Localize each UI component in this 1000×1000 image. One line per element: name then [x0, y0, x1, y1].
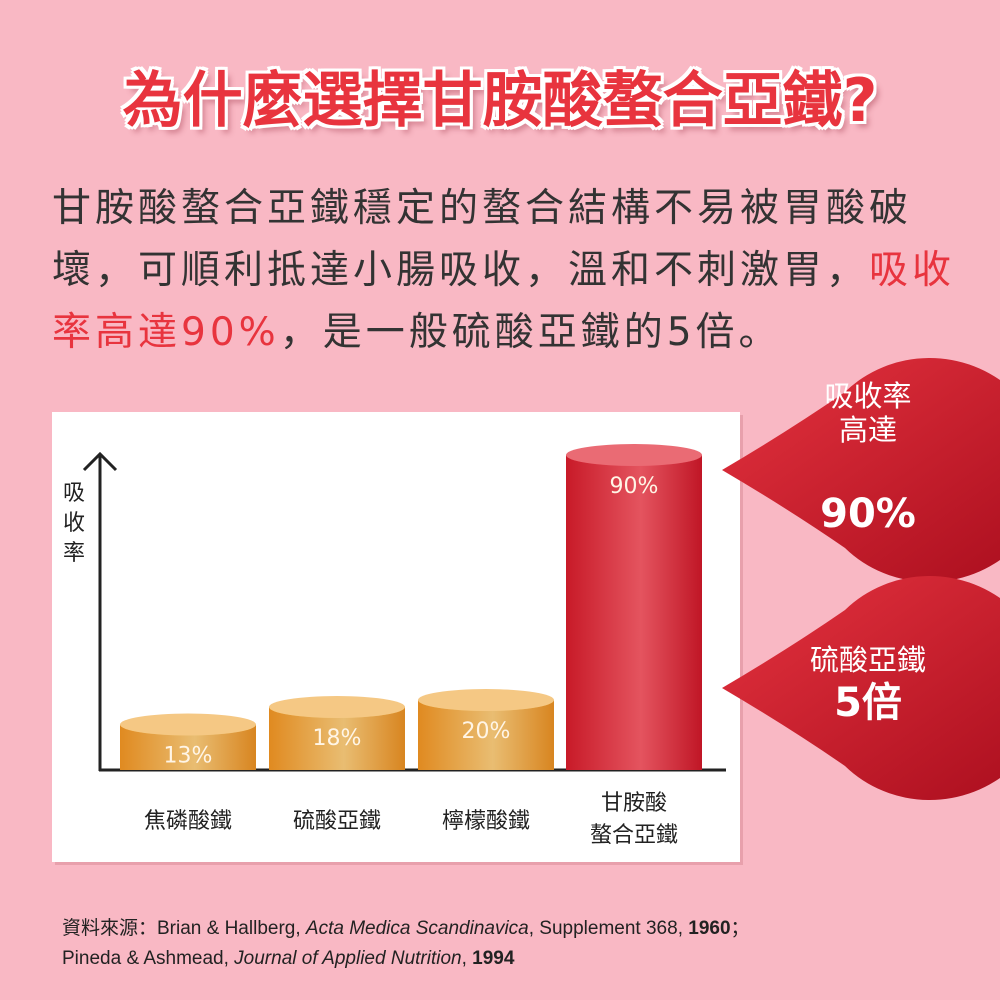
- bar-body: [566, 455, 702, 770]
- axis-arrow: [82, 451, 118, 472]
- x-tick-label: 甘胺酸 螯合亞鐵: [589, 791, 678, 848]
- callout-shape: [722, 358, 1000, 582]
- source-segment: 資料來源：Brian & Hallberg,: [62, 918, 306, 939]
- body-segment: ，是一般硫酸亞鐵的5倍。: [279, 310, 782, 355]
- body-segment: 甘胺酸螯合亞鐵穩定的螯合結構不易被胃酸破壞，可順利抵達小腸吸收，溫和不刺激胃，: [52, 186, 913, 293]
- callout-value: 90%: [820, 491, 916, 537]
- source-line: 資料來源：Brian & Hallberg, Acta Medica Scand…: [62, 914, 750, 944]
- bar-top-face: [269, 696, 405, 718]
- x-tick-label: 檸檬酸鐵: [441, 809, 530, 834]
- bar-top-face: [120, 713, 256, 736]
- source: 資料來源：Brian & Hallberg, Acta Medica Scand…: [62, 914, 750, 974]
- source-line: Pineda & Ashmead, Journal of Applied Nut…: [62, 944, 750, 974]
- value-label: 90%: [610, 474, 659, 499]
- bar: [120, 713, 256, 770]
- source-segment: ,: [461, 948, 473, 969]
- source-segment: ；: [730, 918, 750, 939]
- source-segment: Pineda & Ashmead,: [62, 948, 235, 969]
- callout-line: 吸收率: [824, 379, 911, 413]
- callout-shape: [722, 576, 1000, 800]
- y-label-char: 吸: [63, 481, 85, 506]
- value-label: 18%: [313, 726, 362, 751]
- callout-line: 硫酸亞鐵: [810, 643, 926, 677]
- bar: [566, 444, 702, 770]
- headline: 為什麼選擇甘胺酸螯合亞鐵?: [122, 66, 878, 136]
- bar-top-face: [566, 444, 702, 466]
- source-segment: 1960: [688, 918, 731, 939]
- source-segment: , Supplement 368,: [528, 918, 689, 939]
- source-segment: 1994: [472, 948, 515, 969]
- value-label: 20%: [462, 719, 511, 744]
- x-tick-label: 硫酸亞鐵: [292, 809, 381, 834]
- y-label-char: 率: [63, 541, 85, 566]
- callout-value: 5倍: [834, 680, 902, 726]
- x-tick-label: 焦磷酸鐵: [143, 809, 232, 834]
- bar: [269, 696, 405, 770]
- bar-body: [418, 700, 554, 770]
- y-label-char: 收: [63, 511, 85, 536]
- source-segment: Journal of Applied Nutrition: [234, 948, 462, 969]
- bar: [418, 689, 554, 770]
- source-segment: Acta Medica Scandinavica: [305, 918, 529, 939]
- bar-top-face: [418, 689, 554, 711]
- body-text: 甘胺酸螯合亞鐵穩定的螯合結構不易被胃酸破壞，可順利抵達小腸吸收，溫和不刺激胃，吸…: [52, 178, 962, 364]
- callout-line: 高達: [839, 413, 897, 447]
- value-label: 13%: [164, 744, 213, 769]
- y-axis-label: 吸收率: [63, 481, 85, 566]
- body-segment: 吸收率高達90%: [52, 248, 956, 355]
